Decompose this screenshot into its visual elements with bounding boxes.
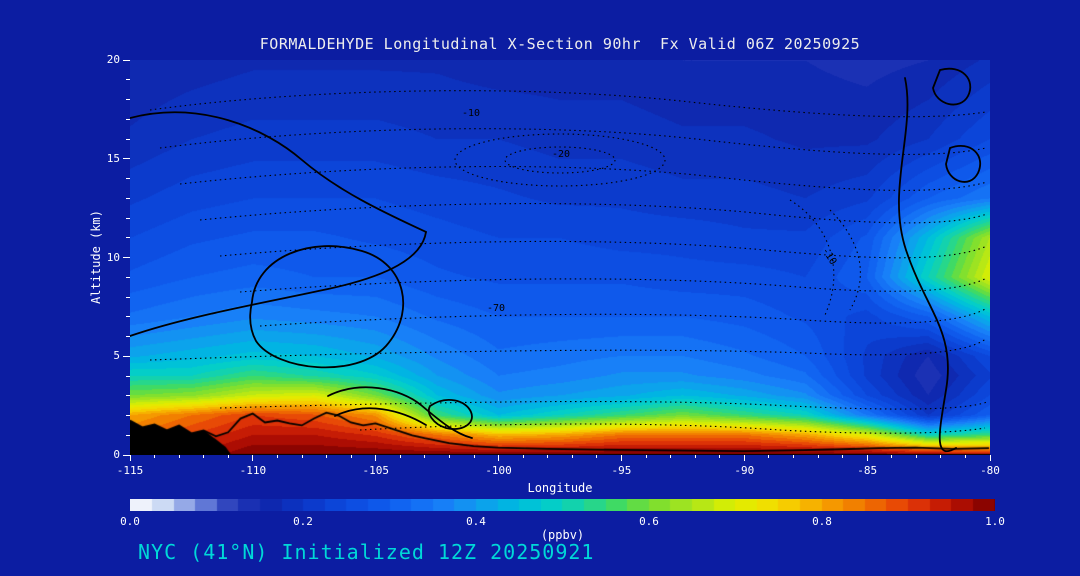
y-tick-label: 0	[113, 448, 120, 461]
x-minor-tick	[522, 455, 524, 458]
contour-label: -10	[462, 108, 480, 119]
y-tick-mark	[123, 454, 130, 456]
x-tick-mark	[866, 455, 868, 461]
contour-label: -10	[819, 246, 838, 267]
x-minor-tick	[768, 455, 770, 458]
x-tick-label: -85	[857, 464, 878, 477]
x-tick-label: -110	[239, 464, 267, 477]
x-minor-tick	[276, 455, 278, 458]
x-minor-tick	[915, 455, 917, 458]
colorbar-tick-label: 0.6	[639, 515, 659, 528]
x-minor-tick	[473, 455, 475, 458]
x-tick-label: -115	[116, 464, 144, 477]
x-minor-tick	[645, 455, 647, 458]
y-minor-tick	[126, 434, 130, 436]
y-minor-tick	[126, 415, 130, 416]
x-tick-label: -80	[980, 464, 1000, 477]
x-minor-tick	[792, 455, 794, 458]
colorbar-tick-label: 0.2	[293, 515, 313, 528]
x-minor-tick	[964, 455, 966, 458]
x-tick-label: -105	[362, 464, 389, 477]
x-tick-mark	[498, 455, 500, 461]
y-minor-tick	[126, 138, 130, 140]
y-minor-tick	[126, 375, 130, 377]
x-minor-tick	[399, 455, 401, 458]
y-tick-mark	[123, 355, 130, 357]
x-tick-mark	[129, 455, 131, 461]
solid-contour-lines	[130, 67, 981, 453]
x-axis-label: Longitude	[527, 481, 593, 495]
x-tick-mark	[620, 455, 622, 461]
x-minor-tick	[842, 455, 844, 458]
x-tick-mark	[375, 455, 377, 461]
y-minor-tick	[126, 237, 130, 239]
x-tick-label: -95	[611, 464, 632, 477]
x-tick-mark	[989, 455, 991, 461]
y-minor-tick	[126, 79, 130, 81]
colorbar-tick-label: 1.0	[985, 515, 1005, 528]
y-tick-label: 5	[113, 349, 120, 363]
y-minor-tick	[126, 217, 130, 219]
colorbar-tick-label: 0.4	[466, 515, 486, 528]
y-minor-tick	[126, 178, 130, 179]
footer-annotation: NYC (41°N) Initialized 12Z 20250921	[138, 540, 595, 564]
x-minor-tick	[424, 455, 426, 458]
x-minor-tick	[891, 455, 893, 458]
x-minor-tick	[940, 455, 942, 458]
x-minor-tick	[694, 455, 696, 458]
x-minor-tick	[596, 455, 598, 458]
y-minor-tick	[126, 118, 130, 120]
colorbar-tick-label: 0.8	[812, 515, 832, 528]
chart-title: FORMALDEHYDE Longitudinal X-Section 90hr…	[259, 35, 861, 53]
contour-overlay: -10 -20 -70 -10	[130, 67, 988, 453]
x-minor-tick	[448, 455, 450, 458]
x-tick-mark	[252, 455, 254, 461]
x-minor-tick	[301, 455, 303, 458]
colorbar	[130, 499, 995, 511]
x-minor-tick	[227, 455, 229, 458]
colorbar-tick-label: 0.0	[120, 515, 140, 528]
x-minor-tick	[350, 455, 352, 458]
y-minor-tick	[126, 316, 130, 318]
contour-label: -70	[487, 303, 505, 314]
x-tick-label: -90	[734, 464, 755, 477]
x-minor-tick	[670, 455, 672, 458]
x-minor-tick	[719, 455, 721, 458]
y-minor-tick	[126, 197, 130, 199]
x-minor-tick	[154, 455, 156, 458]
y-minor-tick	[126, 296, 130, 298]
y-minor-tick	[126, 395, 130, 397]
x-minor-tick	[571, 455, 573, 458]
y-minor-tick	[126, 99, 130, 100]
contour-label: -20	[552, 149, 570, 160]
y-tick-label: 15	[106, 151, 120, 165]
y-minor-tick	[126, 276, 130, 278]
x-tick-label: -100	[485, 464, 512, 477]
y-tick-mark	[123, 158, 130, 160]
x-tick-mark	[743, 455, 745, 461]
colorbar-label: (ppbv)	[540, 528, 585, 542]
y-tick-mark	[123, 257, 130, 258]
x-minor-tick	[817, 455, 819, 458]
x-minor-tick	[178, 455, 180, 458]
y-minor-tick	[126, 336, 130, 337]
y-tick-mark	[123, 59, 130, 61]
x-minor-tick	[547, 455, 549, 458]
x-minor-tick	[203, 455, 205, 458]
y-tick-label: 20	[106, 53, 120, 66]
y-tick-label: 10	[106, 250, 120, 264]
heatmap-canvas	[130, 60, 990, 455]
x-minor-tick	[326, 455, 328, 458]
